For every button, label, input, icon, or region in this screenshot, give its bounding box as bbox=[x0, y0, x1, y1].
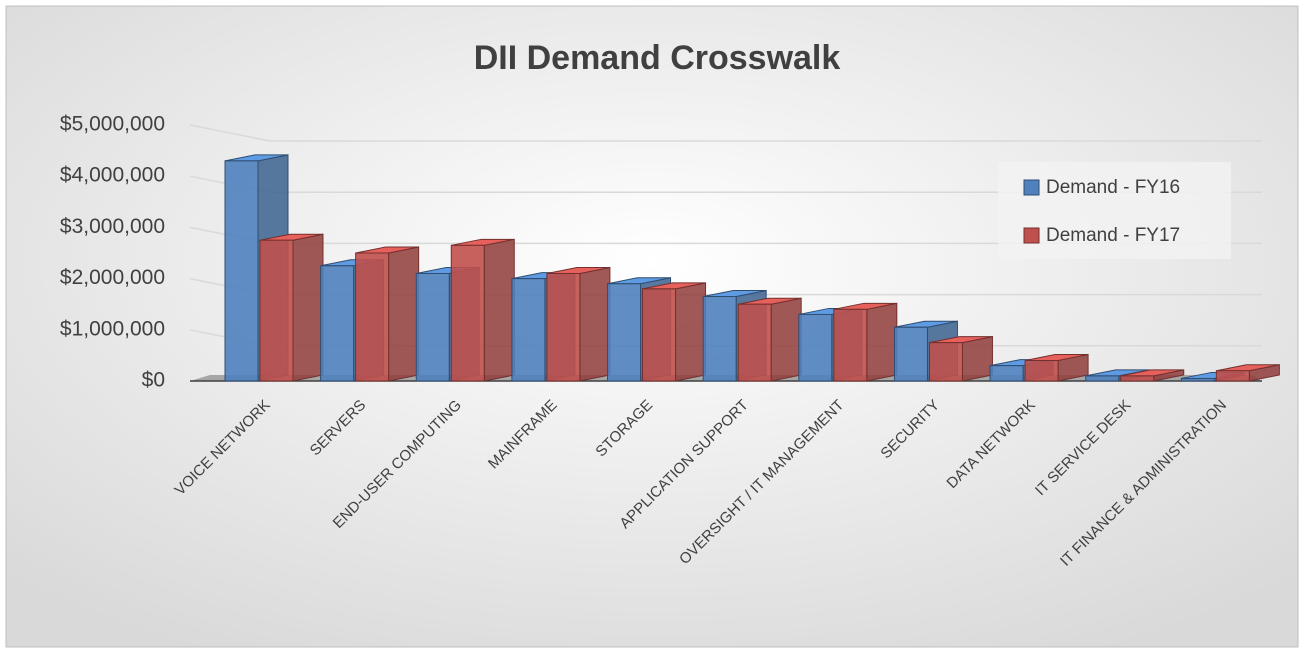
legend-label: Demand - FY17 bbox=[1046, 225, 1180, 246]
bar bbox=[511, 278, 546, 382]
bar bbox=[415, 272, 450, 382]
y-tick-label: $3,000,000 bbox=[60, 215, 165, 238]
bar bbox=[450, 244, 485, 382]
bar bbox=[928, 342, 963, 382]
bar bbox=[737, 303, 772, 382]
bar bbox=[546, 272, 581, 382]
y-tick-label: $5,000,000 bbox=[60, 113, 165, 136]
bar bbox=[320, 265, 355, 382]
bar-side bbox=[961, 335, 993, 382]
bar-side bbox=[292, 233, 324, 382]
bar bbox=[642, 288, 677, 382]
bar bbox=[798, 313, 833, 382]
y-tick-label: $4,000,000 bbox=[60, 164, 165, 187]
bar bbox=[355, 252, 390, 382]
bar bbox=[1120, 375, 1155, 382]
bar bbox=[702, 296, 737, 382]
legend-label: Demand - FY16 bbox=[1046, 177, 1180, 198]
y-tick-label: $1,000,000 bbox=[60, 317, 165, 340]
bar bbox=[259, 239, 294, 382]
bar bbox=[607, 283, 642, 382]
bar-side bbox=[770, 297, 802, 382]
grid-line bbox=[189, 124, 1262, 142]
bar-side bbox=[579, 266, 611, 382]
y-tick-label: $2,000,000 bbox=[60, 266, 165, 289]
y-tick-label: $0 bbox=[142, 369, 165, 392]
bar bbox=[893, 326, 928, 382]
legend-swatch bbox=[1023, 179, 1040, 196]
bar bbox=[1024, 360, 1059, 382]
bar-side bbox=[388, 246, 420, 382]
bar-side bbox=[483, 238, 515, 382]
bar-side bbox=[866, 302, 898, 382]
bar-side bbox=[675, 282, 707, 382]
bar bbox=[833, 308, 868, 382]
chart-title: DII Demand Crosswalk bbox=[474, 39, 841, 77]
bar bbox=[224, 160, 259, 382]
bar bbox=[1215, 370, 1250, 382]
bar bbox=[1180, 377, 1215, 382]
legend-swatch bbox=[1023, 227, 1040, 244]
bar bbox=[1085, 375, 1120, 382]
bar bbox=[989, 365, 1024, 382]
